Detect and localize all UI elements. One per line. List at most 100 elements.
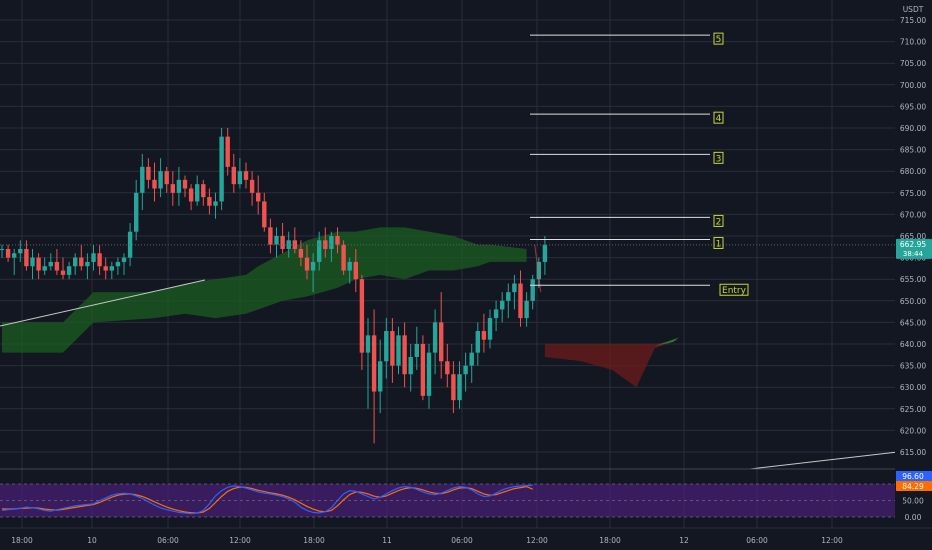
- candle-body: [262, 201, 267, 228]
- price-tick-label: 655.00: [900, 275, 926, 284]
- cloud-green-future: [654, 337, 680, 347]
- candle-body: [329, 236, 334, 249]
- price-tick-label: 715.00: [900, 16, 926, 25]
- candle-body: [420, 344, 426, 396]
- time-axis[interactable]: 18:00 10 06:00 12:00 18:00 11 06:00 12:00 18:00 1…: [0, 527, 932, 545]
- candle-body: [12, 253, 17, 258]
- candle-body: [66, 266, 72, 275]
- candle-body: [396, 335, 401, 366]
- k-value-badge: [896, 471, 932, 481]
- entry-label-box: [719, 283, 749, 296]
- candle-body: [134, 192, 139, 232]
- candle-body: [304, 257, 310, 271]
- target-label-box: [713, 32, 724, 45]
- candle-body: [24, 248, 29, 267]
- candle-body: [371, 335, 377, 392]
- candle-body: [121, 257, 127, 262]
- candle-body: [103, 266, 108, 271]
- candle-body: [73, 257, 78, 267]
- time-tick-label: 11: [382, 536, 392, 545]
- time-tick-label: 06:00: [451, 536, 473, 545]
- candle-body: [182, 179, 188, 189]
- candle-body: [36, 257, 41, 271]
- projection-line: [534, 244, 542, 293]
- candle-body: [536, 261, 541, 280]
- trend-line-right[interactable]: [749, 451, 899, 470]
- target-lines: 5 4 3 2 1 Entry: [530, 32, 749, 296]
- price-tick-label: 700.00: [900, 81, 926, 90]
- candle-body: [463, 365, 468, 375]
- time-tick-label: 18:00: [599, 536, 621, 545]
- candle-body: [359, 279, 365, 353]
- price-tick-label: 710.00: [900, 38, 926, 47]
- candle-body: [481, 331, 487, 340]
- stochastic-d-line: [1, 485, 533, 514]
- candle-body: [195, 184, 200, 202]
- price-tick-label: 650.00: [900, 297, 926, 306]
- target-label-box: [713, 214, 724, 227]
- cloud-green: [2, 227, 527, 353]
- candle-body: [201, 184, 206, 198]
- candle-body: [390, 331, 395, 366]
- candle-body: [518, 283, 523, 319]
- candle-body: [140, 166, 145, 193]
- candle-body: [30, 257, 35, 267]
- d-value: 84.29: [902, 482, 924, 491]
- candle-body: [60, 270, 66, 275]
- time-tick-label: 12: [679, 536, 689, 545]
- candle-body: [414, 344, 419, 357]
- osc-tick-label: 0.00: [905, 513, 922, 522]
- time-tick-label: 18:00: [11, 536, 33, 545]
- price-tick-label: 625.00: [900, 405, 926, 414]
- candle-body: [225, 136, 230, 167]
- candle-body: [298, 248, 304, 258]
- candle-body: [402, 335, 407, 375]
- candle-body: [54, 261, 60, 271]
- candle-body: [493, 309, 499, 319]
- candle-body: [146, 166, 151, 180]
- target-label-box: [713, 111, 724, 124]
- price-tick-label: 630.00: [900, 383, 926, 392]
- candle-body: [256, 192, 261, 202]
- last-price-value: 662.95: [900, 240, 926, 249]
- stochastic-pane: [0, 468, 895, 518]
- price-axis-bg: [895, 0, 932, 550]
- candle-body: [176, 179, 182, 193]
- price-tick-label: 635.00: [900, 362, 926, 371]
- candle-body: [91, 253, 96, 262]
- candle-body: [249, 179, 255, 193]
- candle-body: [353, 261, 358, 280]
- candle-body: [341, 244, 346, 271]
- candle-body: [500, 300, 505, 310]
- candle-body: [127, 231, 133, 258]
- target-label: 1: [716, 239, 722, 249]
- candle-body: [152, 179, 157, 189]
- candle-body: [335, 236, 340, 245]
- price-axis[interactable]: USDT 715.00 710.00 705.00 700.00 695.00 690.00…: [895, 0, 932, 550]
- price-tick-label: 640.00: [900, 340, 926, 349]
- price-tick-label: 685.00: [900, 146, 926, 155]
- price-tick-label: 705.00: [900, 59, 926, 68]
- candle-body: [158, 171, 163, 189]
- price-tick-label: 645.00: [900, 318, 926, 327]
- d-value-badge: [896, 481, 932, 491]
- candle-body: [97, 253, 102, 267]
- candle-body: [5, 248, 11, 258]
- osc-tick-label: 50.00: [902, 497, 924, 506]
- candle-body: [280, 236, 285, 249]
- candle-body: [445, 361, 450, 375]
- cloud-red-future: [544, 339, 680, 388]
- trend-line-left[interactable]: [0, 279, 206, 327]
- candle-body: [487, 318, 493, 340]
- price-tick-label: 665.00: [900, 232, 926, 241]
- candle-body: [451, 374, 456, 401]
- candle-body: [18, 248, 23, 254]
- candle-body: [243, 171, 249, 180]
- candle-body: [268, 227, 273, 245]
- target-label: 5: [716, 35, 722, 45]
- candle-body: [506, 292, 511, 301]
- candle-body: [475, 331, 480, 353]
- candle-body: [378, 361, 383, 392]
- time-tick-label: 10: [87, 536, 97, 545]
